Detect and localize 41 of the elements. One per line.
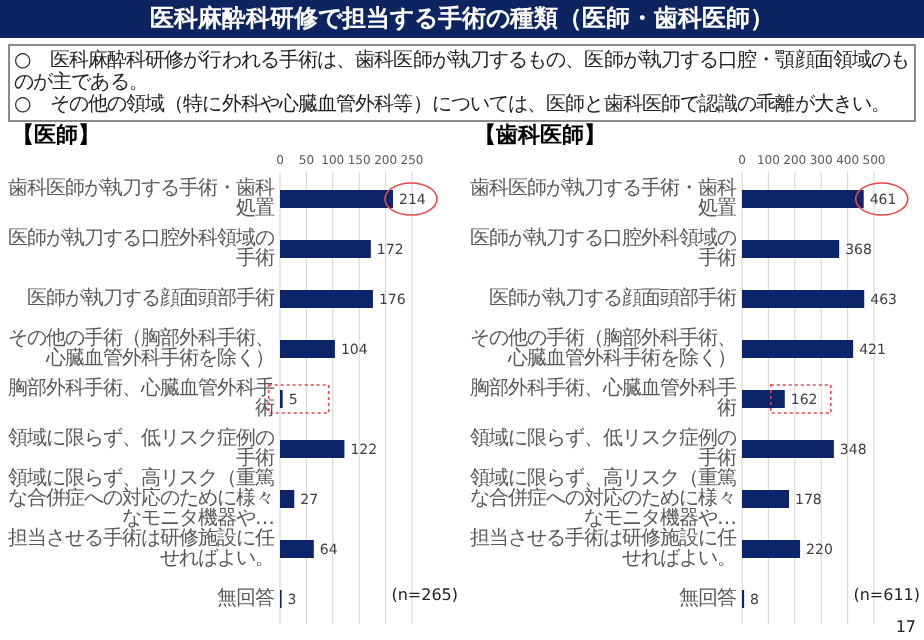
y-tick-label: その他の手術（胸部外科手術、心臓血管外科手術を除く） — [6, 327, 274, 369]
bar — [742, 490, 789, 508]
y-tick-label: 医師が執刀する口腔外科領域の手術 — [468, 227, 736, 269]
bar — [280, 490, 295, 508]
text: ○ その他の領域（特に外科や心臓血管外科等）については、医師と歯科医師で認識の乖離が大きい。 — [14, 94, 893, 116]
bar — [742, 290, 865, 308]
y-tick-label: 領域に限らず、高リスク（重篤な合併症への対応のために様々なモニタ機器や… — [468, 467, 736, 529]
y-tick-label: 医師が執刀する顔面頭部手術 — [489, 287, 736, 309]
bar — [280, 190, 393, 208]
text: 医科麻酔科研修で担当する手術の種類（医師・歯科医師） — [0, 0, 924, 38]
bar — [280, 540, 314, 558]
bar — [280, 340, 335, 358]
text: 17 — [893, 618, 916, 636]
y-tick-label: 領域に限らず、低リスク症例の手術 — [468, 427, 736, 469]
y-tick-label: 無回答 — [217, 587, 274, 609]
y-tick-label: 領域に限らず、低リスク症例の手術 — [6, 427, 274, 469]
bar — [742, 190, 864, 208]
bar — [742, 340, 854, 358]
text: 【歯科医師】 — [474, 120, 606, 150]
bar — [280, 240, 371, 258]
y-tick-label: 領域に限らず、高リスク（重篤な合併症への対応のために様々なモニタ機器や… — [6, 467, 274, 529]
annotation: (n=265) — [389, 586, 458, 604]
y-tick-label: 胸部外科手術、心臓血管外科手術 — [6, 377, 274, 419]
annotation: (n=611) — [851, 586, 920, 604]
y-tick-label: 医師が執刀する顔面頭部手術 — [27, 287, 274, 309]
bar — [742, 540, 801, 558]
y-tick-label: 胸部外科手術、心臓血管外科手術 — [468, 377, 736, 419]
text: 【医師】 — [12, 120, 100, 150]
y-tick-label: その他の手術（胸部外科手術、心臓血管外科手術を除く） — [468, 327, 736, 369]
bar — [742, 240, 840, 258]
y-tick-label: 担当させる手術は研修施設に任せればよい。 — [6, 527, 274, 569]
bar — [280, 290, 373, 308]
y-tick-label: 無回答 — [679, 587, 736, 609]
y-tick-label: 医師が執刀する口腔外科領域の手術 — [6, 227, 274, 269]
text: ○ 医科麻酔科研修が行われる手術は、歯科医師が執刀するもの、医師が執刀する口腔・顎顔面領域のものが主である。 — [14, 50, 910, 94]
bar — [742, 390, 785, 408]
bar — [742, 440, 834, 458]
y-tick-label: 担当させる手術は研修施設に任せればよい。 — [468, 527, 736, 569]
y-tick-label: 歯科医師が執刀する手術・歯科処置 — [468, 177, 736, 219]
bar — [280, 440, 345, 458]
y-tick-label: 歯科医師が執刀する手術・歯科処置 — [6, 177, 274, 219]
